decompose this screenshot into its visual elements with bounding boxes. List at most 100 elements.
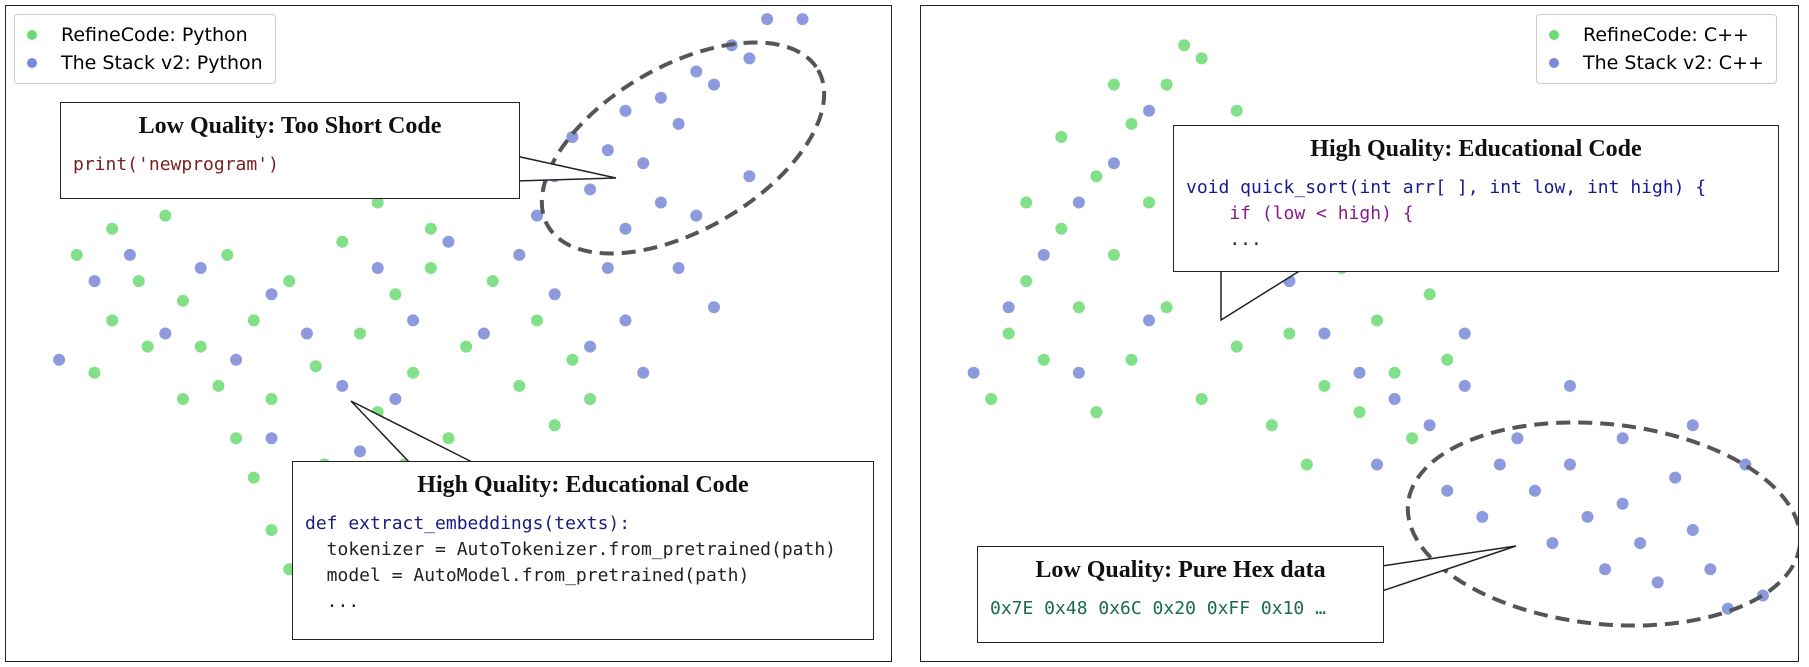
point [1230,340,1243,353]
point [221,248,234,261]
point [1107,78,1120,91]
point [1686,419,1699,432]
point [1143,314,1156,327]
point [1265,419,1278,432]
legend-marker [27,58,37,68]
point [743,52,756,65]
code-line: ... [305,591,360,612]
annotation-title: Low Quality: Pure Hex data [1035,557,1326,583]
point [1090,170,1103,183]
point [1230,104,1243,117]
point [584,183,597,196]
point [424,222,437,235]
point [1072,196,1085,209]
legend-label: RefineCode: C++ [1583,24,1749,46]
legend-marker [1549,58,1559,68]
point [1458,379,1471,392]
point [212,379,225,392]
point [1599,563,1612,576]
point [371,406,384,419]
point [106,222,119,235]
annotation-title: High Quality: Educational Code [1310,136,1642,162]
legend-entry: The Stack v2: Python [27,49,263,77]
point [265,432,278,445]
point [194,262,207,274]
point [1669,471,1682,484]
point [389,393,402,405]
point [123,248,136,261]
point [584,393,597,405]
annotation: Low Quality: Pure Hex data 0x7E 0x48 0x6… [977,546,1384,643]
code-line: print('newprogram') [73,154,279,175]
point [1248,275,1261,288]
point [531,314,543,327]
point [407,314,420,327]
point [1371,458,1384,471]
point [247,471,260,484]
legend-entry: The Stack v2: C++ [1549,49,1764,77]
point [743,170,756,183]
point [442,235,455,248]
point [1441,484,1454,497]
point [1616,497,1629,510]
annotation-title: Low Quality: Too Short Code [138,113,442,139]
point [177,294,189,307]
annotation-title: High Quality: Educational Code [417,472,749,498]
point [637,366,650,379]
point [513,248,526,261]
point [1318,327,1331,340]
point [336,235,349,248]
point [1072,301,1085,314]
point [1704,563,1717,576]
point [1686,524,1699,536]
point [1195,393,1208,405]
point [513,379,526,392]
point [1388,366,1401,379]
point [1143,196,1156,209]
point [761,13,774,26]
legend-entry: RefineCode: Python [27,21,263,49]
point [1300,458,1313,471]
panel: RefineCode: C++ The Stack v2: C++ High Qu… [920,5,1799,662]
point [1178,39,1191,52]
point [265,288,278,301]
point [985,393,998,405]
point [548,170,561,183]
point [1511,432,1524,445]
point [460,340,473,353]
code-line: model = AutoModel.from_pretrained(path) [305,565,750,586]
point [619,222,632,235]
point [1353,366,1366,379]
point [601,262,614,274]
point [967,366,980,379]
point [548,288,561,301]
annotation: Low Quality: Too Short Code print('newpr… [60,102,520,199]
point [1388,393,1401,405]
point [477,327,490,340]
point [584,340,597,353]
point [265,393,278,405]
point [566,353,579,366]
point [619,314,632,327]
point [1528,484,1541,497]
point [1283,327,1296,340]
point [1353,406,1366,419]
code-line: if (low < high) { [1186,203,1414,224]
point [1423,288,1436,301]
point [1160,301,1173,314]
point [601,144,614,157]
point [1160,78,1173,91]
code-line: void quick_sort(int arr[ ], int low, int… [1186,177,1707,198]
point [708,78,720,91]
point [1020,275,1033,288]
point [247,314,260,327]
point [283,275,296,288]
code-line: ... [1186,229,1262,250]
legend: RefineCode: C++ The Stack v2: C++ [1536,14,1777,84]
point [1493,458,1506,471]
point [1037,248,1050,261]
point [371,262,384,274]
point [637,157,650,170]
code-line: tokenizer = AutoTokenizer.from_pretraine… [305,539,837,560]
point [1371,314,1384,327]
